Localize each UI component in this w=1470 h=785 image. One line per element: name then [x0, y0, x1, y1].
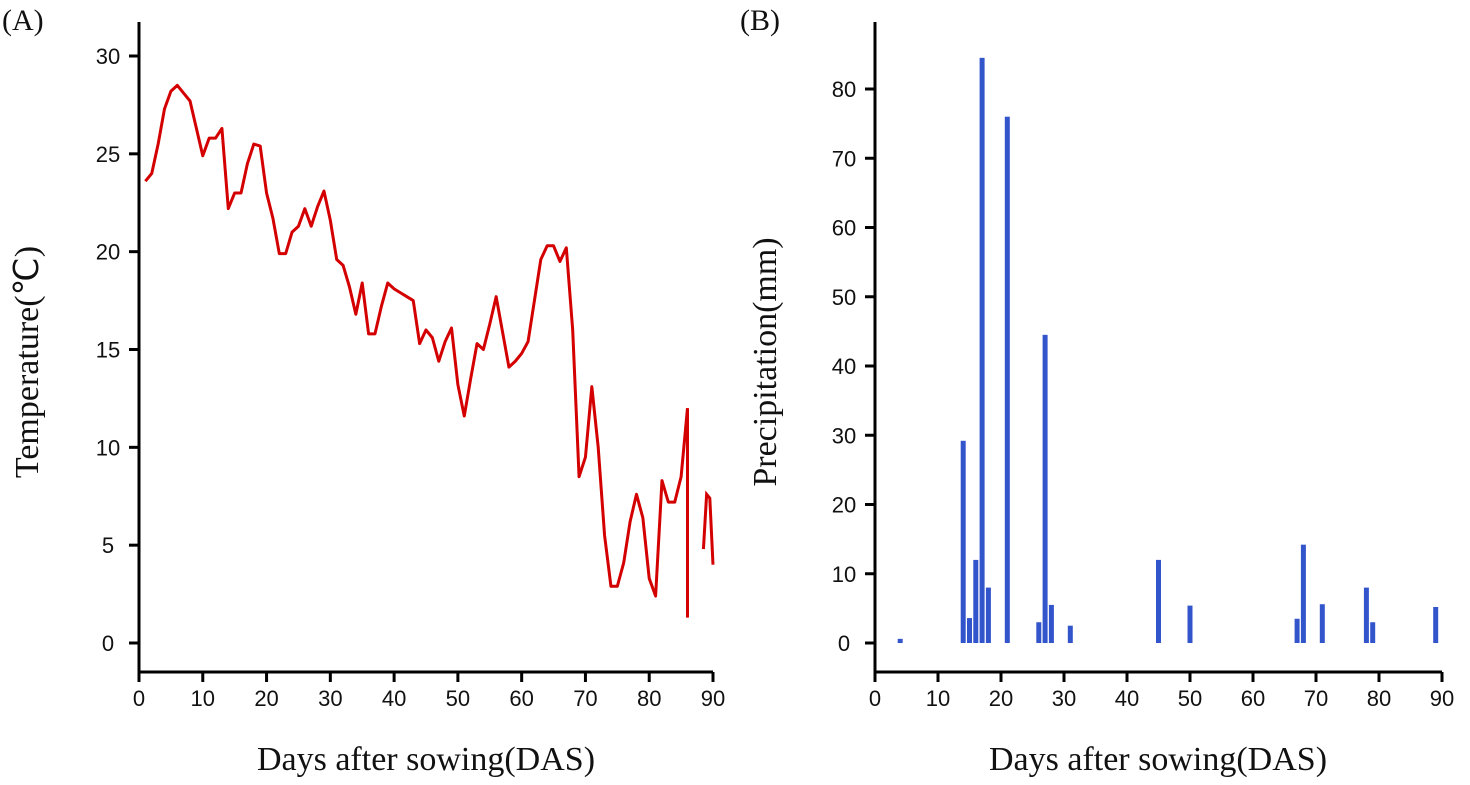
y-tick-label: 15 — [96, 338, 120, 363]
precipitation-bar — [1300, 544, 1306, 643]
x-tick-label: 90 — [701, 686, 725, 711]
x-tick-label: 20 — [254, 686, 278, 711]
x-tick-label: 40 — [1115, 686, 1139, 711]
y-tick-label: 10 — [832, 562, 856, 587]
precipitation-bar — [1004, 116, 1010, 643]
x-tick-label: 0 — [869, 686, 881, 711]
panel-b-precipitation-chart: (B) 0 10 20 30 40 50 60 70 80 0 10 20 30 40 50 60 70 80 9… — [740, 4, 1454, 778]
x-tick-label: 40 — [382, 686, 406, 711]
temperature-line — [144, 83, 689, 598]
y-tick-label: 25 — [96, 142, 120, 167]
x-tick-label: 30 — [318, 686, 342, 711]
y-axis-label: Temperature(℃) — [9, 246, 46, 478]
y-tick-label: 10 — [96, 435, 120, 460]
temperature-line-tail — [701, 490, 715, 565]
x-tick-label: 80 — [1367, 686, 1391, 711]
y-tick-label: 0 — [838, 631, 850, 656]
x-tick-label: 60 — [1241, 686, 1265, 711]
y-tick-label: 0 — [102, 631, 114, 656]
x-tick-label: 90 — [1430, 686, 1454, 711]
x-tick-label: 20 — [989, 686, 1013, 711]
precipitation-bar — [985, 587, 991, 643]
precipitation-bar — [1048, 604, 1054, 643]
y-tick-label: 5 — [102, 533, 114, 558]
precipitation-bar — [1370, 622, 1376, 643]
precipitation-bar — [897, 638, 903, 643]
y-axis-label: Precipitation(mm) — [747, 237, 784, 486]
y-tick-label: 20 — [832, 493, 856, 518]
y-tick-label: 70 — [832, 146, 856, 171]
panel-a-temperature-chart: (A) 0 5 10 15 20 25 30 0 10 20 30 40 50 60 70 80 90 Day… — [2, 4, 725, 778]
y-tick-label: 20 — [96, 240, 120, 265]
y-tick-label: 60 — [832, 216, 856, 241]
x-tick-label: 50 — [446, 686, 470, 711]
x-tick-label: 50 — [1178, 686, 1202, 711]
precipitation-bar — [1156, 559, 1161, 643]
y-tick-label: 30 — [96, 44, 120, 69]
precipitation-bar — [960, 440, 966, 643]
precipitation-bar — [1187, 605, 1193, 643]
y-tick-label: 80 — [832, 77, 856, 102]
precipitation-bar — [1363, 587, 1369, 643]
y-tick-label: 40 — [832, 354, 856, 379]
precipitation-bar — [1067, 625, 1073, 643]
y-tick-label: 30 — [832, 423, 856, 448]
x-tick-label: 30 — [1052, 686, 1076, 711]
x-tick-label: 0 — [133, 686, 145, 711]
precipitation-bar — [1294, 618, 1300, 643]
x-axis-label: Days after sowing(DAS) — [989, 741, 1327, 778]
precipitation-bar — [1433, 606, 1439, 643]
x-tick-label: 10 — [191, 686, 215, 711]
precipitation-bar — [973, 559, 979, 643]
precipitation-bar — [1042, 334, 1048, 643]
panel-a-label: (A) — [2, 4, 44, 37]
x-tick-label: 70 — [1304, 686, 1328, 711]
precipitation-bar — [979, 57, 985, 643]
precipitation-bar — [967, 618, 972, 643]
precipitation-bar — [1036, 622, 1042, 643]
precipitation-bar — [1319, 604, 1325, 643]
x-tick-label: 80 — [637, 686, 661, 711]
panel-b-label: (B) — [740, 4, 780, 37]
x-tick-label: 70 — [573, 686, 597, 711]
y-tick-label: 50 — [832, 285, 856, 310]
x-tick-label: 60 — [509, 686, 533, 711]
x-tick-label: 10 — [926, 686, 950, 711]
x-axis-label: Days after sowing(DAS) — [257, 741, 595, 778]
